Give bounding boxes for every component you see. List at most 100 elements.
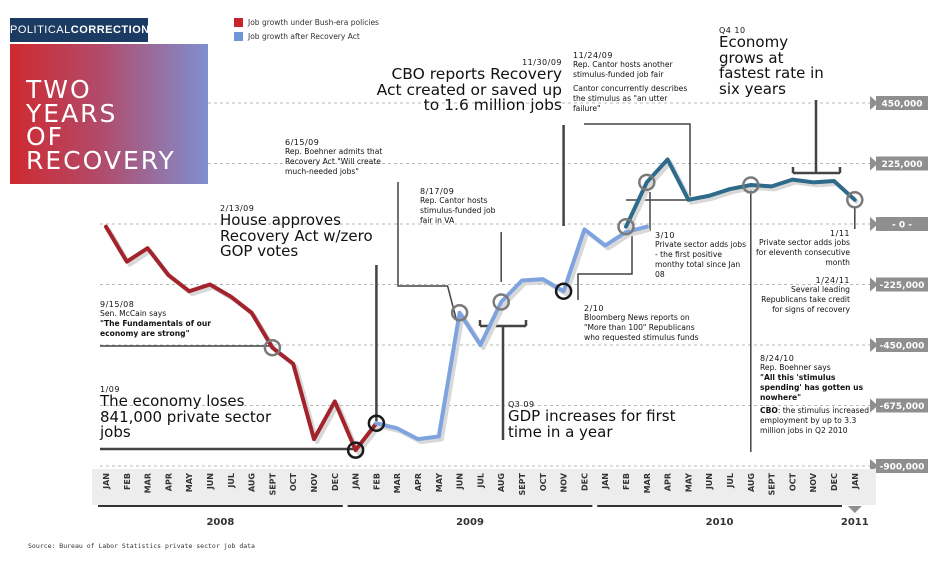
x-tick-label: MAR [144, 473, 153, 493]
event-marker [554, 282, 573, 300]
x-tick-label: NOV [310, 472, 319, 492]
annotation-11-30-09: 11/30/09 CBO reports Recovery Act create… [376, 58, 562, 114]
series-lines [104, 157, 860, 456]
y-tick-arrow [870, 156, 878, 171]
annotation-q4-10: Q4 10 Economy grows at fastest rate in s… [719, 26, 824, 98]
x-tick-label: AUG [248, 473, 257, 492]
annotation-2-10: 2/10 Bloomberg News reports on "More tha… [584, 304, 699, 342]
x-tick-label: FEB [372, 473, 381, 490]
annotation-q3-09: Q3 09 GDP increases for first time in a … [508, 400, 676, 441]
year-pointer [847, 506, 862, 513]
legend-swatch-red [234, 18, 243, 27]
event-marker [450, 303, 469, 322]
x-tick-label: JUN [705, 473, 714, 490]
x-tick-label: AUG [747, 473, 756, 492]
year-label: 2011 [841, 517, 869, 528]
annotation-2-13-09: 2/13/09 House approves Recovery Act w/ze… [220, 204, 373, 260]
x-tick-label: FEB [622, 473, 631, 490]
event-marker [346, 441, 365, 459]
title-box: TWO YEARS OF RECOVERY [10, 44, 208, 184]
brand-logo: POLITICALCORRECTION [10, 18, 149, 42]
series-line-0 [104, 224, 379, 453]
y-tick-label: -450,000 [880, 342, 925, 352]
event-marker [617, 217, 635, 236]
y-tick-arrow [870, 277, 878, 292]
event-marker [638, 173, 656, 192]
source-note: Source: Bureau of Labor Statistics priva… [28, 542, 255, 550]
series-shadow [627, 160, 860, 231]
year-label: 2008 [206, 517, 234, 528]
y-tick-box [876, 96, 928, 110]
x-tick-label: MAY [684, 473, 693, 492]
y-tick-label: 450,000 [882, 100, 923, 110]
x-tick-label: JAN [102, 473, 111, 490]
x-tick-label: APR [414, 473, 423, 491]
annotation-8-24-10: 8/24/10 Rep. Boehner says "All this 'sti… [760, 354, 870, 435]
x-tick-label: MAR [393, 473, 402, 493]
legend-swatch-blue [234, 32, 243, 41]
annotation-9-15-08: 9/15/08 Sen. McCain says "The Fundamenta… [100, 300, 212, 338]
annotation-1-11: 1/11 Private sector adds jobs for eleven… [756, 229, 850, 267]
x-tick-label: OCT [539, 472, 548, 491]
x-tick-label: JAN [601, 473, 610, 490]
event-marker [742, 176, 760, 194]
x-tick-label: MAY [435, 473, 444, 492]
event-marker [846, 191, 864, 209]
event-markers [263, 173, 864, 459]
annotation-3-10: 3/10 Private sector adds jobs - the firs… [655, 231, 747, 279]
y-tick-box [876, 338, 928, 352]
y-tick-box [876, 156, 928, 171]
y-tick-label: - 0 - [892, 221, 912, 231]
year-label: 2010 [706, 517, 734, 528]
y-tick-label: -225,000 [880, 281, 925, 291]
x-axis: JAN FEB MAR APR MAY JUN JUL AUG SEPT OCT NOV DEC JAN… [92, 469, 876, 528]
event-marker [492, 293, 510, 311]
annotation-6-15-09: 6/15/09 Rep. Boehner admits that Recover… [285, 138, 383, 176]
x-tick-label: DEC [331, 473, 340, 491]
x-tick-label: DEC [830, 473, 839, 491]
leader-line [577, 224, 633, 300]
y-tick-box [876, 277, 928, 292]
legend-item-bush: Job growth under Bush-era policies [234, 18, 379, 27]
x-tick-label: MAY [185, 473, 194, 492]
y-tick-arrow [870, 398, 878, 413]
y-tick-label: -675,000 [880, 402, 925, 412]
leader-line [584, 123, 691, 201]
x-tick-label: SEPT [268, 472, 277, 495]
x-tick-label: APR [164, 473, 173, 491]
x-tick-label: SEPT [518, 472, 527, 495]
y-tick-box [876, 398, 928, 413]
x-tick-label: JAN [352, 473, 361, 490]
chart-title: TWO YEARS OF RECOVERY [26, 75, 176, 175]
x-tick-label: AUG [497, 473, 506, 492]
annotation-1-09: 1/09 The economy loses 841,000 private s… [100, 385, 272, 441]
x-tick-label: OCT [289, 472, 298, 491]
year-label: 2009 [456, 517, 484, 528]
y-tick-arrow [870, 96, 878, 110]
annotation-8-17-09: 8/17/09 Rep. Cantor hosts stimulus-funde… [420, 187, 496, 225]
y-tick-box [876, 459, 928, 473]
annotation-11-24-09: 11/24/09 Rep. Cantor hosts another stimu… [573, 51, 688, 113]
x-tick-label: OCT [788, 472, 797, 491]
legend-item-recovery: Job growth after Recovery Act [234, 32, 360, 41]
y-axis-labels: 450,000 225,000 - 0 - -225,000 -450,000 -675,… [870, 96, 928, 473]
x-tick-label: FEB [123, 473, 132, 490]
x-tick-label: JUL [227, 473, 236, 489]
x-tick-label: NOV [560, 472, 569, 492]
x-tick-label: MAR [643, 473, 652, 493]
event-marker [263, 338, 282, 357]
y-tick-label: 225,000 [882, 160, 923, 170]
y-tick-arrow [870, 338, 878, 352]
x-tick-label: NOV [809, 472, 818, 492]
event-marker [367, 414, 386, 432]
y-tick-box [876, 217, 928, 231]
series-line-2 [624, 157, 857, 229]
series-line-1 [374, 224, 649, 442]
x-tick-label: JUN [456, 473, 465, 490]
x-tick-label: JUL [726, 473, 735, 489]
y-tick-arrow [870, 217, 878, 231]
x-tick-label: DEC [580, 473, 589, 491]
x-tick-label: SEPT [768, 472, 777, 495]
x-axis-band [92, 469, 876, 505]
